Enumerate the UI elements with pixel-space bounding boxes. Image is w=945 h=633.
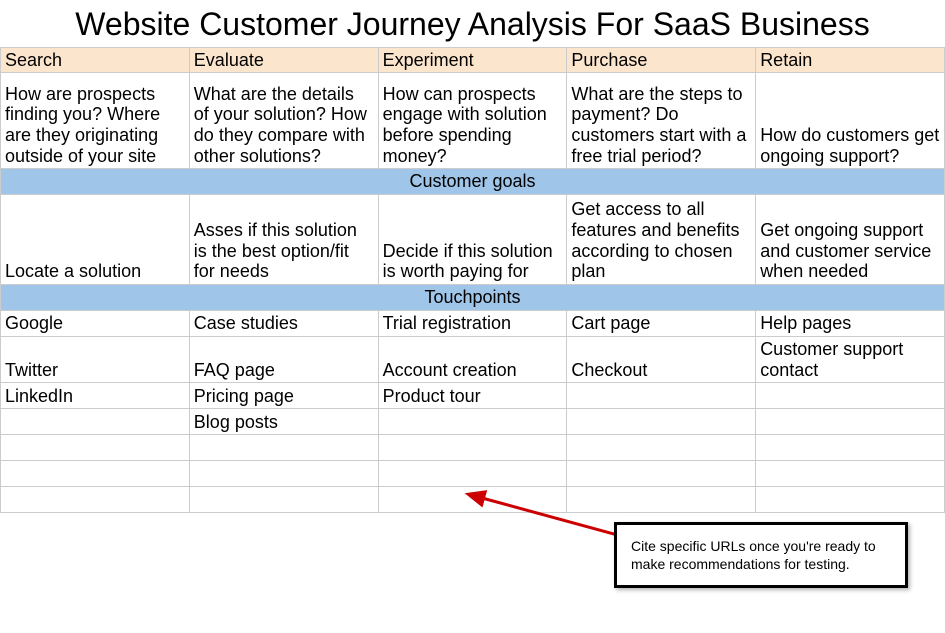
section-goals: Customer goals (1, 169, 945, 195)
tp-3-0 (1, 409, 190, 435)
tp-5-4 (756, 461, 945, 487)
goal-purchase: Get access to all features and benefits … (567, 195, 756, 285)
tp-6-0 (1, 487, 190, 513)
tp-5-3 (567, 461, 756, 487)
goal-experiment: Decide if this solution is worth paying … (378, 195, 567, 285)
question-evaluate: What are the details of your solution? H… (189, 73, 378, 169)
goals-row: Locate a solution Asses if this solution… (1, 195, 945, 285)
question-search: How are prospects finding you? Where are… (1, 73, 190, 169)
tp-4-1 (189, 435, 378, 461)
tp-6-1 (189, 487, 378, 513)
stage-purchase: Purchase (567, 47, 756, 73)
tp-4-3 (567, 435, 756, 461)
question-experiment: How can prospects engage with solution b… (378, 73, 567, 169)
touchpoint-row-4 (1, 435, 945, 461)
tp-1-2: Account creation (378, 336, 567, 382)
tp-0-2: Trial registration (378, 310, 567, 336)
section-goals-label: Customer goals (1, 169, 945, 195)
touchpoint-row-6 (1, 487, 945, 513)
tp-1-0: Twitter (1, 336, 190, 382)
touchpoint-row-0: Google Case studies Trial registration C… (1, 310, 945, 336)
tp-2-0: LinkedIn (1, 383, 190, 409)
stage-search: Search (1, 47, 190, 73)
tp-0-3: Cart page (567, 310, 756, 336)
touchpoint-row-1: Twitter FAQ page Account creation Checko… (1, 336, 945, 382)
tp-1-4: Customer support contact (756, 336, 945, 382)
section-touchpoints-label: Touchpoints (1, 285, 945, 311)
tp-6-3 (567, 487, 756, 513)
tp-2-4 (756, 383, 945, 409)
tp-0-4: Help pages (756, 310, 945, 336)
tp-6-4 (756, 487, 945, 513)
tp-2-2: Product tour (378, 383, 567, 409)
touchpoint-row-2: LinkedIn Pricing page Product tour (1, 383, 945, 409)
stage-evaluate: Evaluate (189, 47, 378, 73)
journey-table: Search Evaluate Experiment Purchase Reta… (0, 47, 945, 513)
tp-3-4 (756, 409, 945, 435)
touchpoint-row-5 (1, 461, 945, 487)
tp-5-0 (1, 461, 190, 487)
tp-6-2 (378, 487, 567, 513)
goal-search: Locate a solution (1, 195, 190, 285)
tp-3-3 (567, 409, 756, 435)
stage-retain: Retain (756, 47, 945, 73)
tp-5-1 (189, 461, 378, 487)
tp-3-1: Blog posts (189, 409, 378, 435)
goal-evaluate: Asses if this solution is the best optio… (189, 195, 378, 285)
tp-2-1: Pricing page (189, 383, 378, 409)
tp-4-2 (378, 435, 567, 461)
tp-3-2 (378, 409, 567, 435)
tp-4-4 (756, 435, 945, 461)
tp-1-1: FAQ page (189, 336, 378, 382)
page-title: Website Customer Journey Analysis For Sa… (0, 0, 945, 47)
question-retain: How do customers get ongoing support? (756, 73, 945, 169)
tp-2-3 (567, 383, 756, 409)
stage-header-row: Search Evaluate Experiment Purchase Reta… (1, 47, 945, 73)
goal-retain: Get ongoing support and customer service… (756, 195, 945, 285)
touchpoint-row-3: Blog posts (1, 409, 945, 435)
section-touchpoints: Touchpoints (1, 285, 945, 311)
tp-0-0: Google (1, 310, 190, 336)
question-purchase: What are the steps to payment? Do custom… (567, 73, 756, 169)
tp-1-3: Checkout (567, 336, 756, 382)
tp-0-1: Case studies (189, 310, 378, 336)
stage-experiment: Experiment (378, 47, 567, 73)
tp-4-0 (1, 435, 190, 461)
tp-5-2 (378, 461, 567, 487)
questions-row: How are prospects finding you? Where are… (1, 73, 945, 169)
callout-box: Cite specific URLs once you're ready to … (614, 522, 908, 588)
